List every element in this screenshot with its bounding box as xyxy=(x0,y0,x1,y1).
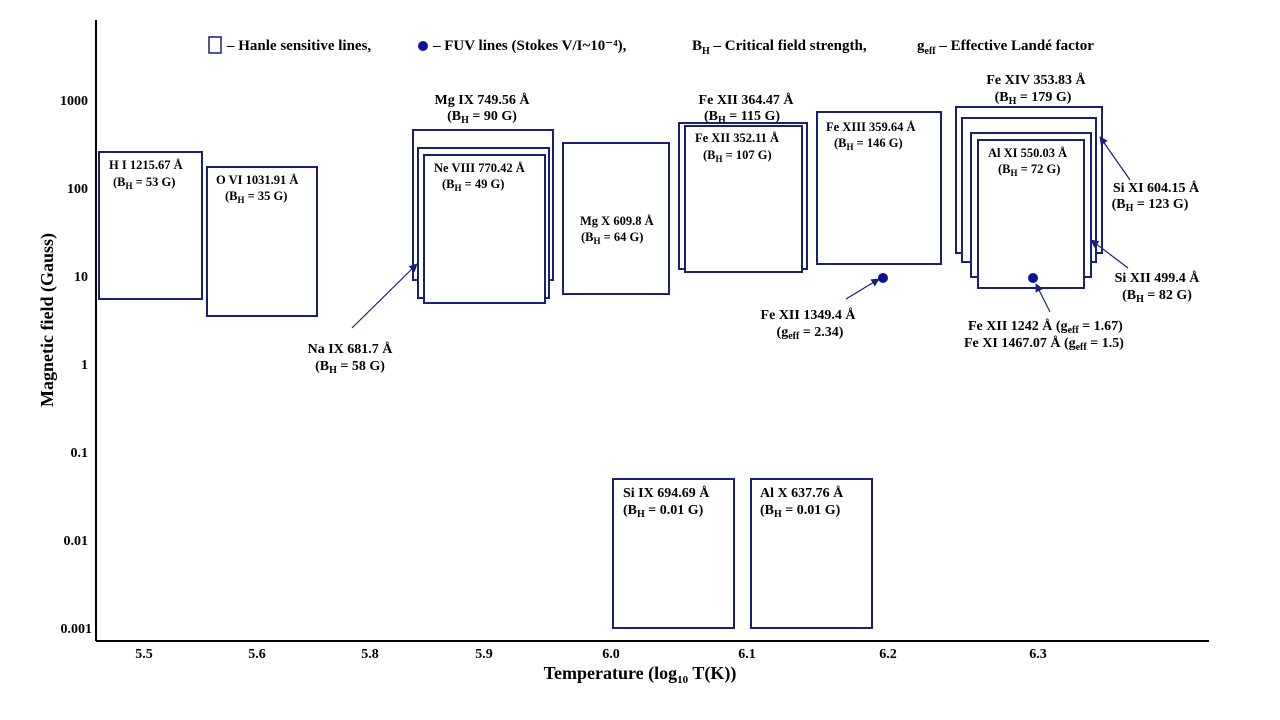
label-fe-xii-364: Fe XII 364.47 Å xyxy=(699,92,795,108)
y-tick-0.001: 0.001 xyxy=(61,622,93,637)
x-tick-6.3: 6.3 xyxy=(1029,647,1047,662)
x-tick-5.6: 5.6 xyxy=(248,647,266,662)
arrow-fe-xii-1349 xyxy=(845,278,880,300)
legend: – Hanle sensitive lines, – FUV lines (St… xyxy=(208,36,1094,57)
fuv-dot-fe-xii-1349 xyxy=(878,273,888,283)
legend-hanle-swatch xyxy=(208,36,222,54)
hanle-boxes xyxy=(98,106,1103,629)
hanle-box-mg-x xyxy=(562,142,670,295)
label-fe-xi-1467: Fe XI 1467.07 Å (geff = 1.5) xyxy=(964,335,1124,353)
legend-fuv-text: – FUV lines (Stokes V/I~10⁻⁴), xyxy=(432,38,627,54)
label-si-xi: Si XI 604.15 Å xyxy=(1113,180,1200,196)
bh-al-x: (BH = 0.01 G) xyxy=(760,503,841,520)
arrow-fe-xii-1242 xyxy=(1035,283,1051,313)
label-si-ix: Si IX 694.69 Å xyxy=(623,485,710,501)
y-tick-100: 100 xyxy=(67,182,88,197)
label-mg-ix: Mg IX 749.56 Å xyxy=(435,92,531,108)
y-tick-10: 10 xyxy=(74,270,88,285)
y-tick-0.01: 0.01 xyxy=(64,534,89,549)
bh-al-xi: (BH = 72 G) xyxy=(998,162,1060,178)
label-mg-x: Mg X 609.8 Å xyxy=(580,214,654,228)
x-axis-label: Temperature (log10 T(K)) xyxy=(544,663,737,686)
bh-h-i: (BH = 53 G) xyxy=(113,175,175,191)
hanle-box-o-vi xyxy=(206,166,318,317)
legend-bh-text: BH – Critical field strength, xyxy=(692,38,867,57)
legend-geff-text: geff – Effective Landé factor xyxy=(917,38,1094,57)
bh-si-xi: (BH = 123 G) xyxy=(1112,197,1189,214)
label-fe-xii-1242: Fe XII 1242 Å (geff = 1.67) xyxy=(968,318,1123,336)
label-h-i: H I 1215.67 Å xyxy=(109,158,183,172)
y-axis-label: Magnetic field (Gauss) xyxy=(37,233,58,407)
label-ne-viii: Ne VIII 770.42 Å xyxy=(434,161,525,175)
bh-na-ix: (BH = 58 G) xyxy=(315,359,385,376)
bh-fe-xiii: (BH = 146 G) xyxy=(834,136,903,152)
bh-fe-xii-352: (BH = 107 G) xyxy=(703,148,772,164)
x-tick-5.8: 5.8 xyxy=(361,647,379,662)
bh-mg-x: (BH = 64 G) xyxy=(581,230,643,246)
hanle-box-fe-xiii xyxy=(816,111,942,265)
hanle-box-fe-xii-352 xyxy=(684,125,803,273)
label-o-vi: O VI 1031.91 Å xyxy=(216,173,298,187)
label-na-ix: Na IX 681.7 Å xyxy=(308,341,394,357)
hanle-box-al-x xyxy=(750,478,873,629)
arrow-si-xii xyxy=(1090,239,1129,269)
label-fe-xiv: Fe XIV 353.83 Å xyxy=(986,72,1086,88)
arrow-na-ix xyxy=(351,263,418,329)
x-tick-5.9: 5.9 xyxy=(475,647,493,662)
hanle-box-h-i xyxy=(98,151,203,300)
bh-fe-xii-364: (BH = 115 G) xyxy=(704,109,780,126)
fuv-dot-fe-xii-1242 xyxy=(1028,273,1038,283)
hanle-box-si-ix xyxy=(612,478,735,629)
label-fe-xii-352: Fe XII 352.11 Å xyxy=(695,131,779,145)
arrow-si-xi xyxy=(1099,136,1131,181)
x-tick-6.2: 6.2 xyxy=(879,647,897,662)
x-tick-5.5: 5.5 xyxy=(135,647,153,662)
legend-hanle-text: – Hanle sensitive lines, xyxy=(226,38,371,54)
label-fe-xiii: Fe XIII 359.64 Å xyxy=(826,120,916,134)
label-fe-xii-1349: Fe XII 1349.4 Å xyxy=(761,307,857,323)
label-al-x: Al X 637.76 Å xyxy=(760,485,844,501)
y-tick-1000: 1000 xyxy=(60,94,88,109)
bh-mg-ix: (BH = 90 G) xyxy=(447,109,517,126)
bh-si-xii: (BH = 82 G) xyxy=(1122,288,1192,305)
label-al-xi: Al XI 550.03 Å xyxy=(988,146,1067,160)
geff-fe-xii-1349: (geff = 2.34) xyxy=(777,325,844,342)
label-si-xii: Si XII 499.4 Å xyxy=(1115,270,1201,286)
y-tick-1: 1 xyxy=(81,358,88,373)
legend-fuv-dot xyxy=(418,41,428,51)
bh-fe-xiv: (BH = 179 G) xyxy=(995,90,1072,107)
hanle-box-al-xi xyxy=(977,139,1085,289)
x-tick-6.0: 6.0 xyxy=(602,647,620,662)
hanle-box-ne-viii xyxy=(423,154,546,304)
bh-ne-viii: (BH = 49 G) xyxy=(442,177,504,193)
x-tick-6.1: 6.1 xyxy=(738,647,756,662)
bh-si-ix: (BH = 0.01 G) xyxy=(623,503,704,520)
y-tick-0.1: 0.1 xyxy=(71,446,89,461)
bh-o-vi: (BH = 35 G) xyxy=(225,189,287,205)
